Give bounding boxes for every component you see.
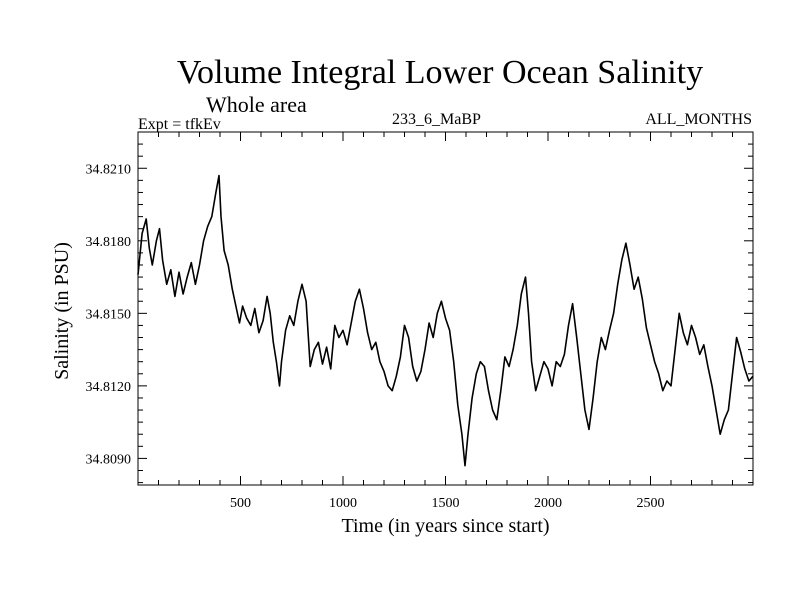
series-layer	[137, 174, 754, 467]
experiment-label: Expt = tfkEv	[138, 116, 221, 133]
run-id-label: 233_6_MaBP	[392, 111, 481, 128]
x-tick-label: 2000	[534, 496, 562, 511]
plot-frame	[137, 131, 754, 486]
y-tick-label: 34.8120	[86, 380, 132, 395]
y-tick-label: 34.8210	[86, 162, 132, 177]
x-tick-label: 500	[230, 496, 251, 511]
y-tick-label: 34.8150	[86, 307, 132, 322]
months-label: ALL_MONTHS	[645, 111, 752, 128]
x-tick-label: 2500	[637, 496, 665, 511]
x-tick-label: 1500	[432, 496, 460, 511]
salinity-series-line	[137, 174, 754, 467]
x-axis-label: Time (in years since start)	[341, 515, 550, 537]
y-tick-label: 34.8090	[86, 452, 132, 467]
x-tick-label: 1000	[329, 496, 357, 511]
y-tick-label: 34.8180	[86, 235, 132, 250]
axis-ticks: 500 1000 1500 2000 2500 34.8090 34.8120 34.8150…	[86, 131, 753, 511]
chart-subtitle: Whole area	[206, 92, 307, 117]
chart-title: Volume Integral Lower Ocean Salinity	[176, 54, 704, 91]
